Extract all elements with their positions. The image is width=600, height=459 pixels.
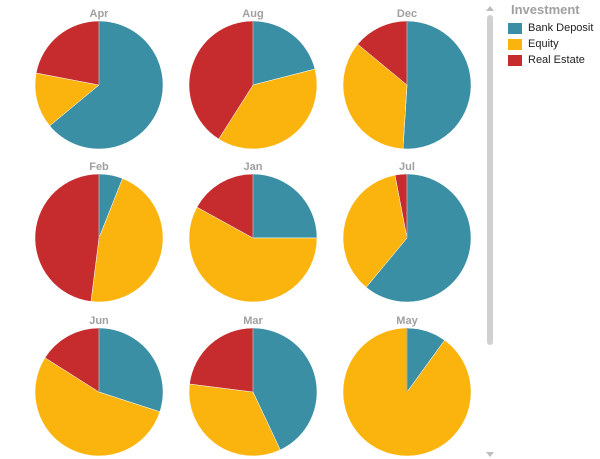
pie-slice-feb-equity[interactable] (90, 178, 164, 303)
pie-slice-jun-bank-deposit[interactable] (98, 327, 164, 413)
pie-slice-jan-real-estate[interactable] (196, 173, 254, 239)
pie-slice-mar-bank-deposit[interactable] (252, 327, 318, 451)
pie-slice-jul-equity[interactable] (342, 174, 408, 288)
legend-title: Investment (511, 2, 580, 17)
legend-item-equity[interactable]: Equity (508, 36, 598, 52)
pie-title: Aug (242, 8, 263, 20)
pie-title: May (396, 315, 418, 327)
pie-slice-mar-real-estate[interactable] (189, 327, 254, 393)
pie-slice-jan-equity[interactable] (188, 206, 318, 303)
pie-mar: Mar (188, 315, 318, 457)
pie-jul: Jul (342, 161, 472, 303)
pie-slice-jul-bank-deposit[interactable] (365, 173, 472, 303)
pie-jun: Jun (34, 315, 164, 457)
pie-slice-dec-bank-deposit[interactable] (402, 20, 472, 150)
pie-title: Jan (244, 161, 263, 173)
pie-slice-dec-equity[interactable] (342, 43, 408, 150)
pie-slice-aug-bank-deposit[interactable] (252, 20, 316, 86)
legend-label: Bank Deposit (528, 22, 594, 34)
pie-aug: Aug (188, 8, 318, 150)
legend-scrollbar[interactable] (485, 6, 495, 458)
legend-swatch-equity (508, 38, 522, 50)
pie-charts-area: Apr Aug Dec Feb Jan Jul Jun Mar May (34, 8, 472, 457)
scroll-up-arrow-icon[interactable] (486, 6, 494, 11)
pie-title: Jun (89, 315, 109, 327)
pie-apr: Apr (34, 8, 164, 150)
pie-title: Dec (397, 8, 417, 20)
pie-slice-feb-real-estate[interactable] (34, 173, 100, 302)
legend-label: Equity (528, 38, 559, 50)
pie-jan: Jan (188, 161, 318, 303)
scroll-thumb[interactable] (487, 15, 493, 345)
legend: Investment Bank Deposit Equity Real Esta… (508, 2, 598, 68)
pie-slice-apr-real-estate[interactable] (35, 20, 100, 86)
pie-slice-jun-real-estate[interactable] (44, 327, 100, 393)
pie-feb: Feb (34, 161, 164, 303)
pie-slice-jan-bank-deposit[interactable] (252, 173, 318, 239)
pie-title: Jul (399, 161, 415, 173)
pie-title: Apr (90, 8, 110, 20)
legend-item-bank-deposit[interactable]: Bank Deposit (508, 20, 598, 36)
pie-slice-apr-equity[interactable] (34, 72, 100, 127)
pie-title: Mar (243, 315, 263, 327)
pie-slice-may-equity[interactable] (342, 327, 472, 457)
scroll-down-arrow-icon[interactable] (486, 452, 494, 457)
pie-slice-mar-equity[interactable] (188, 383, 281, 457)
legend-swatch-real-estate (508, 54, 522, 66)
pie-slice-aug-real-estate[interactable] (188, 20, 254, 140)
pie-slice-apr-bank-deposit[interactable] (49, 20, 164, 150)
pie-slice-dec-real-estate[interactable] (357, 20, 408, 86)
legend-label: Real Estate (528, 54, 585, 66)
pie-may: May (342, 315, 472, 457)
legend-swatch-bank-deposit (508, 22, 522, 34)
pie-slice-aug-equity[interactable] (218, 68, 318, 150)
pie-slice-jun-equity[interactable] (34, 357, 161, 457)
legend-item-real-estate[interactable]: Real Estate (508, 52, 598, 68)
pie-title: Feb (89, 161, 109, 173)
pie-dec: Dec (342, 8, 472, 150)
